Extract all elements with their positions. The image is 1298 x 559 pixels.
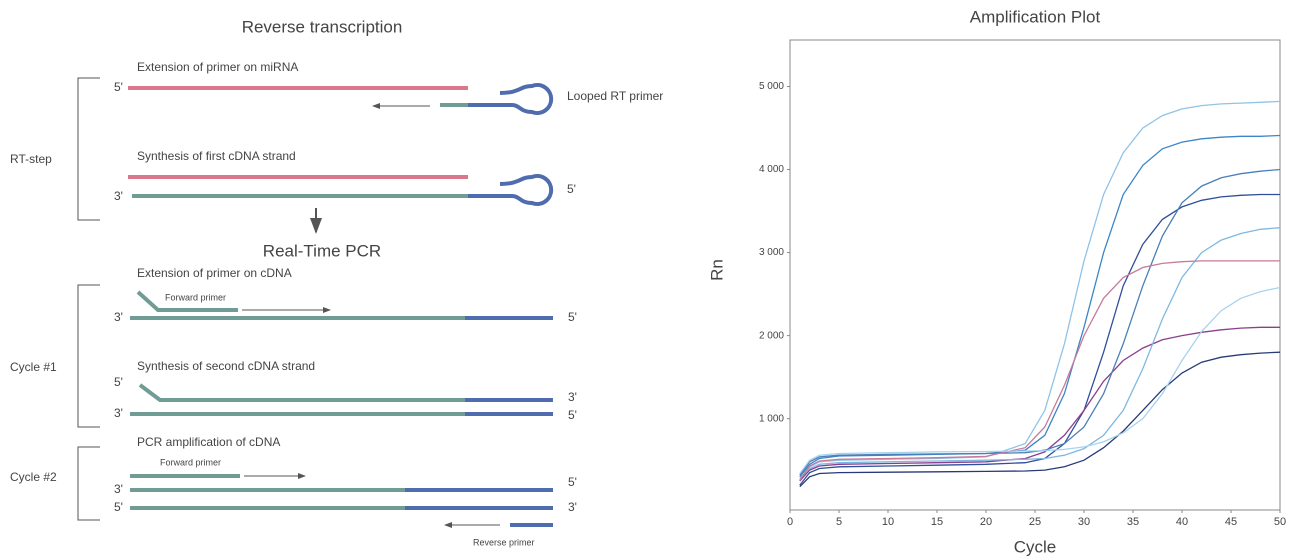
x-tick-label: 10 — [882, 516, 894, 528]
y-tick-label: 1 000 — [759, 413, 784, 424]
end-label: 3' — [114, 406, 123, 420]
end-label: 3' — [568, 390, 577, 404]
looped-primer — [468, 174, 554, 206]
amplification-curve — [799, 100, 1281, 482]
x-tick-label: 30 — [1078, 516, 1090, 528]
bracket — [77, 446, 100, 521]
amplification-curve — [799, 351, 1281, 488]
end-label: 5' — [568, 408, 577, 422]
chart-title: Amplification Plot — [970, 7, 1101, 26]
end-label: 3' — [114, 189, 123, 203]
caption: PCR amplification of cDNA — [137, 435, 280, 449]
x-tick-label: 35 — [1127, 516, 1139, 528]
primer-label: Forward primer — [165, 292, 226, 302]
x-tick-label: 0 — [787, 516, 793, 528]
x-tick-label: 50 — [1274, 516, 1286, 528]
amplification-curve — [799, 134, 1281, 478]
amplification-curve — [799, 326, 1280, 482]
plot-frame — [789, 39, 1281, 511]
amplification-curve — [799, 227, 1281, 479]
forward-primer — [136, 290, 238, 312]
y-tick-label: 3 000 — [759, 247, 784, 258]
x-tick-label: 5 — [836, 516, 842, 528]
caption: Synthesis of second cDNA strand — [137, 359, 315, 373]
y-tick-label: 5 000 — [759, 81, 784, 92]
x-axis-label: Cycle — [1014, 537, 1057, 556]
looped-primer — [468, 83, 554, 115]
bracket — [77, 77, 100, 221]
chart: Amplification Plot Rn Cycle 1 000 2 000 3 … — [707, 7, 1286, 556]
primer-label: Forward primer — [160, 457, 221, 467]
bracket — [77, 284, 100, 428]
caption: Synthesis of first cDNA strand — [137, 149, 296, 163]
step-label: Cycle #2 — [10, 470, 57, 484]
end-label: 5' — [568, 310, 577, 324]
amplification-curve — [799, 286, 1281, 474]
y-tick-label: 2 000 — [759, 330, 784, 341]
end-label: 3' — [114, 482, 123, 496]
x-tick-label: 25 — [1029, 516, 1041, 528]
end-label: 5' — [114, 80, 123, 94]
diagram-title: Reverse transcription — [242, 17, 403, 36]
y-axis-label: Rn — [707, 259, 726, 281]
end-label: 3' — [568, 500, 577, 514]
primer-label: Looped RT primer — [567, 89, 663, 103]
cdna-strand — [138, 383, 465, 402]
x-tick-label: 40 — [1176, 516, 1188, 528]
amplification-curve — [799, 193, 1280, 486]
diagram: Reverse transcription RT-step Extension … — [10, 17, 663, 547]
primer-label: Reverse primer — [473, 537, 535, 547]
x-tick-label: 15 — [931, 516, 943, 528]
end-label: 3' — [114, 310, 123, 324]
caption: Extension of primer on cDNA — [137, 266, 292, 280]
y-tick-label: 4 000 — [759, 164, 784, 175]
step-label: Cycle #1 — [10, 360, 57, 374]
section-title: Real-Time PCR — [263, 241, 381, 260]
caption: Extension of primer on miRNA — [137, 60, 298, 74]
amplification-curve — [799, 260, 1280, 481]
end-label: 5' — [114, 375, 123, 389]
x-tick-label: 20 — [980, 516, 992, 528]
amplification-curve — [799, 168, 1281, 476]
end-label: 5' — [114, 500, 123, 514]
end-label: 5' — [567, 182, 576, 196]
x-tick-label: 45 — [1225, 516, 1237, 528]
end-label: 5' — [568, 475, 577, 489]
step-label: RT-step — [10, 152, 52, 166]
